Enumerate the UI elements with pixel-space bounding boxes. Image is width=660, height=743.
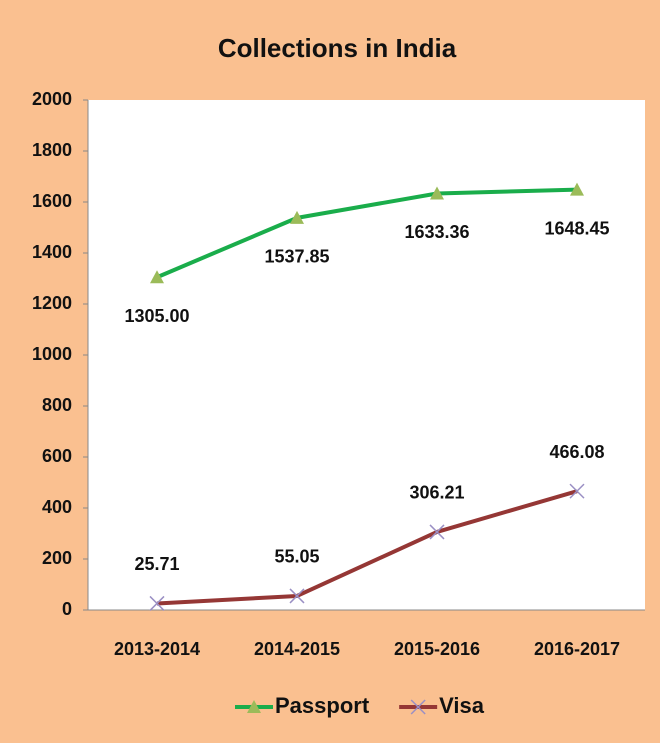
data-label: 1633.36: [404, 222, 469, 242]
marker: [150, 270, 164, 284]
marker: [290, 210, 304, 224]
marker: [430, 186, 444, 200]
marker: [289, 588, 305, 604]
data-label: 55.05: [274, 547, 319, 567]
y-tick-label: 1000: [32, 344, 72, 364]
y-tick-label: 1400: [32, 242, 72, 262]
y-tick-label: 2000: [32, 89, 72, 109]
y-tick-label: 1800: [32, 140, 72, 160]
x-tick-label: 2015-2016: [394, 639, 480, 659]
y-tick-label: 400: [42, 497, 72, 517]
y-tick-label: 1200: [32, 293, 72, 313]
data-label: 306.21: [409, 483, 464, 503]
y-tick-label: 0: [62, 599, 72, 619]
marker: [429, 524, 445, 540]
series-line: [156, 187, 578, 280]
marker: [149, 595, 165, 611]
data-label: 25.71: [134, 554, 179, 574]
x-tick-label: 2014-2015: [254, 639, 340, 659]
data-label: 466.08: [549, 442, 604, 462]
legend-marker: [410, 699, 426, 715]
data-label: 1305.00: [124, 306, 189, 326]
legend-marker: [247, 700, 261, 713]
marker: [570, 182, 584, 196]
data-label: 1648.45: [544, 218, 609, 238]
plot-area: [88, 100, 645, 610]
marker: [569, 483, 585, 499]
y-tick-label: 600: [42, 446, 72, 466]
y-tick-label: 1600: [32, 191, 72, 211]
x-tick-label: 2013-2014: [114, 639, 200, 659]
chart-title: Collections in India: [218, 33, 457, 63]
series-line: [156, 489, 578, 606]
y-tick-label: 800: [42, 395, 72, 415]
x-tick-label: 2016-2017: [534, 639, 620, 659]
legend-label: Visa: [439, 693, 485, 718]
y-tick-label: 200: [42, 548, 72, 568]
data-label: 1537.85: [264, 247, 329, 267]
legend-label: Passport: [275, 693, 370, 718]
